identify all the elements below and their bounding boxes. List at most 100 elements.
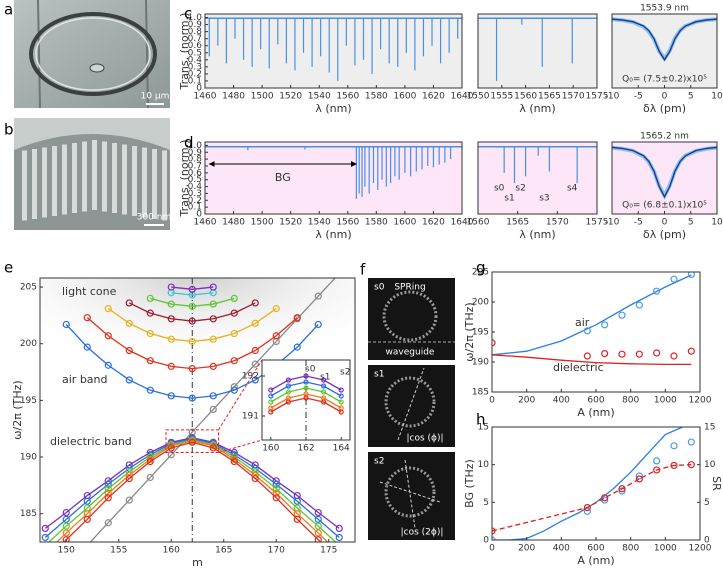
data-point xyxy=(670,442,678,450)
data-point xyxy=(583,507,591,515)
data-point xyxy=(303,385,309,391)
data-point xyxy=(670,352,678,360)
x-tick-label: 1200 xyxy=(689,396,712,406)
series-line xyxy=(150,297,235,307)
chart: -10 -5 0 5 10 δλ (pm) 1553.9 nm Q₀= (7.5±0.2)x1… xyxy=(605,4,723,116)
data-point xyxy=(251,319,259,327)
y-tick-label: 0.5 xyxy=(188,175,202,185)
plot-frame xyxy=(491,271,701,393)
data-point xyxy=(293,314,301,322)
y-axis-label: ω/2π (THz) xyxy=(463,302,476,361)
y-tick-label: 5 xyxy=(483,498,489,508)
y-tick-label: 0.7 xyxy=(188,34,202,44)
x-tick-label: -5 xyxy=(634,218,643,228)
y-axis-label: BG (THz) xyxy=(463,459,476,508)
y-tick-label: 0.5 xyxy=(188,48,202,58)
data-point xyxy=(314,536,322,542)
x-tick-label: 1600 xyxy=(393,92,416,102)
data-point xyxy=(336,270,342,276)
zoom-box xyxy=(165,429,219,453)
series-line xyxy=(171,286,214,290)
data-point xyxy=(687,272,695,278)
y-tick-label: 1.0 xyxy=(188,141,203,151)
data-point xyxy=(670,461,678,470)
x-tick-label: 1580 xyxy=(365,218,388,228)
data-point xyxy=(338,409,344,415)
y-axis-label: Trans. (norm.) xyxy=(178,13,191,91)
x-tick-label: 1620 xyxy=(422,92,445,102)
panel-label: a xyxy=(4,1,13,19)
series-line xyxy=(86,317,298,370)
data-point xyxy=(167,362,175,370)
x-tick-label: 1640 xyxy=(451,92,474,102)
data-point xyxy=(635,350,643,358)
x-tick-label: 1540 xyxy=(308,92,331,102)
panel-label: d xyxy=(184,134,194,152)
x-tick-label: 150 xyxy=(58,546,75,556)
x-tick-label: 200 xyxy=(518,544,535,554)
annotation: s0 xyxy=(305,365,316,375)
series-line xyxy=(63,441,322,542)
y-tick-label: 195 xyxy=(472,328,489,338)
plot-area xyxy=(478,142,597,214)
series-line xyxy=(270,393,342,409)
annotation: s1 xyxy=(320,373,330,383)
x-tick-label: 1565 xyxy=(506,218,529,228)
data-point xyxy=(83,497,91,505)
data-point xyxy=(336,559,342,565)
y-tick-label: 185 xyxy=(472,388,489,398)
x-axis-label: λ (nm) xyxy=(315,102,351,115)
x-tick-label: 800 xyxy=(622,396,639,406)
data-point xyxy=(268,387,274,393)
y2-tick-label: 0 xyxy=(704,536,710,546)
plot-area xyxy=(205,14,462,88)
y-tick-label: 190 xyxy=(20,453,37,463)
annotation: air xyxy=(575,316,590,329)
x-tick-label: 1480 xyxy=(222,92,245,102)
data-point xyxy=(209,362,217,370)
data-point xyxy=(285,383,291,389)
y-tick-label: 0.8 xyxy=(188,27,203,37)
data-point xyxy=(209,335,217,343)
y-tick-label: 191 xyxy=(242,412,259,422)
data-point xyxy=(687,461,695,469)
mode-label: s0 xyxy=(374,283,385,293)
plot-frame xyxy=(204,13,463,89)
fin xyxy=(42,147,47,218)
data-point xyxy=(303,379,309,385)
data-point xyxy=(618,485,626,493)
x-axis-label: λ (nm) xyxy=(315,228,351,241)
plot-area xyxy=(205,142,462,214)
note: waveguide xyxy=(386,348,435,358)
panel-label: f xyxy=(360,261,366,279)
x-tick-label: 0 xyxy=(662,92,668,102)
data-point xyxy=(272,332,280,340)
x-axis-label: λ (nm) xyxy=(519,228,555,241)
y-tick-label: 0.4 xyxy=(188,55,203,65)
data-point xyxy=(230,294,238,302)
y-tick-label: 0.6 xyxy=(188,168,203,178)
x-tick-label: 1500 xyxy=(251,218,274,228)
ring-edge xyxy=(35,17,151,91)
data-point xyxy=(167,315,175,323)
data-point xyxy=(167,283,175,291)
data-point xyxy=(125,319,133,327)
data-point xyxy=(62,320,70,329)
zoom-connector xyxy=(218,359,263,431)
y-tick-label: 205 xyxy=(20,283,37,293)
data-point xyxy=(62,522,70,530)
y-tick-label: 190 xyxy=(472,358,489,368)
panel-label: b xyxy=(4,121,14,139)
data-point xyxy=(167,392,175,400)
data-point xyxy=(601,350,609,358)
fin xyxy=(92,140,97,210)
data-point xyxy=(188,337,196,346)
q-label: Q₀= (6.8±0.1)x10⁵ xyxy=(622,201,707,211)
annotation: light cone xyxy=(62,285,117,298)
plot-frame xyxy=(491,426,701,541)
y2-axis-label: SR xyxy=(710,476,723,491)
x-tick-label: 10 xyxy=(711,218,723,228)
chart: 0 200 400 600 800 1000 1200 185 190 195 200 205 A (n… xyxy=(463,259,712,420)
data-point xyxy=(125,346,133,355)
